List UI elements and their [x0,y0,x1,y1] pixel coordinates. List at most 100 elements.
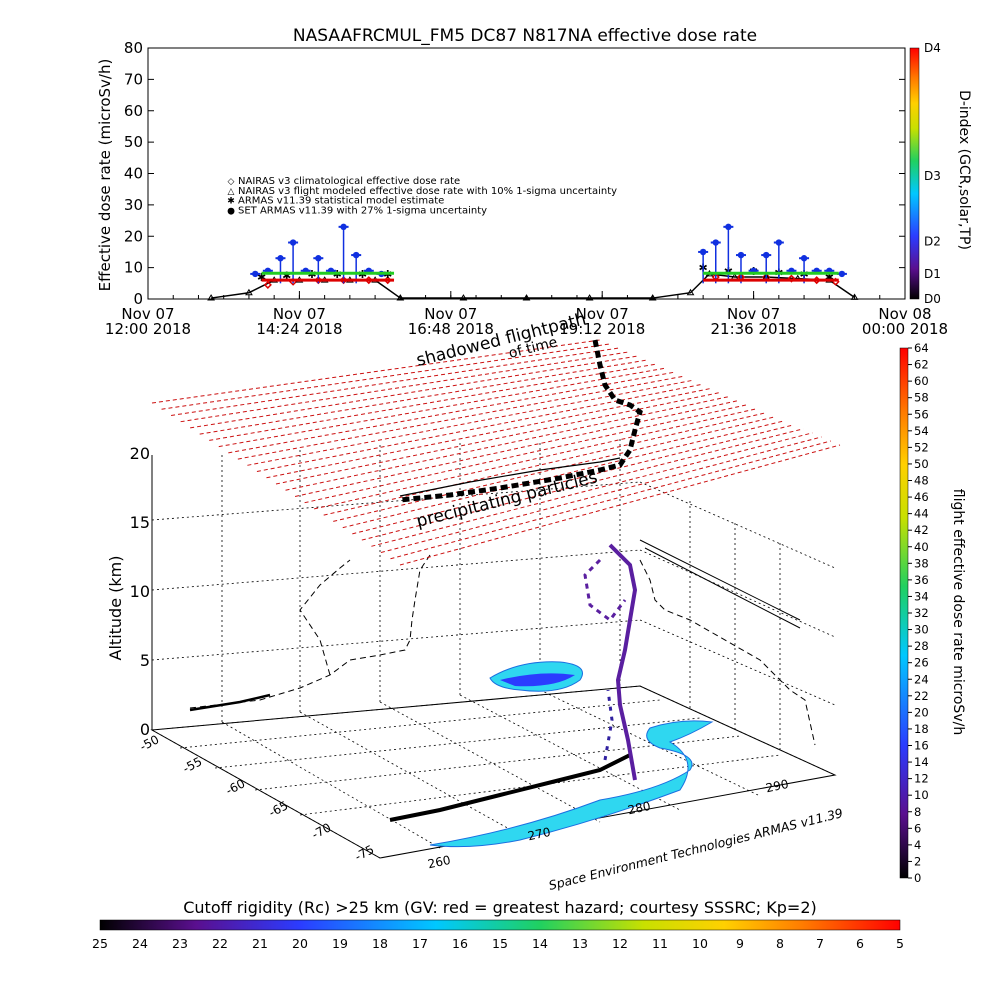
right-colorbar-tick-label: 58 [914,391,929,405]
bottom-colorbar-tick-label: 14 [532,936,548,951]
right-colorbar-tick-label: 18 [914,722,929,736]
right-colorbar-tick-label: 8 [914,805,921,819]
x-tick-label-line2: 21:36 2018 [711,320,797,338]
altitude-plane-line [256,383,702,473]
x-tick-label-line1: Nov 07 [273,305,326,323]
data-point: ✱ [825,271,834,284]
right-colorbar-tick-label: 48 [914,474,929,488]
right-colorbar-tick-label: 14 [914,755,929,769]
y-axis-ticks: 0 10 20 30 40 50 60 70 80 [124,39,905,308]
right-colorbar-tick-label: 0 [914,871,921,885]
right-colorbar-tick-label: 62 [914,358,929,372]
chart-title: NASAAFRCMUL_FM5 DC87 N817NA effective do… [293,26,757,46]
right-colorbar-tick-label: 26 [914,656,929,670]
altitude-plane-line [161,343,610,410]
data-point [459,294,468,301]
altitude-tick-label: 20 [130,444,150,463]
data-point [263,280,272,289]
bottom-colorbar-tick-label: 6 [856,936,864,951]
data-point [396,294,405,301]
bottom-colorbar-tick-label: 21 [252,936,268,951]
right-colorbar-tick-label: 24 [914,672,929,686]
altitude-tick-label: 5 [140,651,150,670]
bottom-colorbar-tick-label: 9 [736,936,744,951]
right-colorbar-tick-label: 32 [914,606,929,620]
x-tick-label-line1: Nov 07 [424,305,477,323]
y-tick-label: 50 [124,133,143,151]
data-point: ✱ [282,269,291,282]
dindex-ticks: D0 D1 D2 D3 D4 [924,41,941,306]
bottom-colorbar-ticks: 25 24 23 22 21 20 19 18 17 16 15 14 13 12 11 10 9 8 7 6 5 [92,936,904,951]
y-axis-label: Effective dose rate (microSv/h) [96,59,114,292]
x-tick-label-line1: Nov 07 [121,305,174,323]
bottom-colorbar-tick-label: 12 [612,936,628,951]
legend-symbol: ● [227,206,235,216]
altitude-plane-line [294,400,739,497]
altitude-tick-label: 10 [130,582,150,601]
data-point [686,288,695,296]
right-colorbar-tick-label: 42 [914,523,929,537]
legend-symbol: △ [228,187,235,197]
data-point [585,294,594,301]
x-tick-label-line2: 12:00 2018 [105,320,191,338]
floor-outline [150,685,837,859]
bottom-colorbar-tick-label: 8 [776,936,784,951]
altitude-plane-line [190,355,638,429]
x-tick-label-line2: 19:12 2018 [559,320,645,338]
dindex-tick-label: D3 [924,169,941,183]
right-colorbar-tick-label: 36 [914,573,929,587]
y-tick-label: 10 [124,259,143,277]
dindex-colorbar [909,47,920,300]
flightpath-3d [583,543,638,781]
latitude-tick-label: -65 [267,798,291,820]
y-tick-label: 80 [124,39,143,57]
latitude-ticks: -50-55-60-65-70-75 [138,732,377,864]
y-tick-label: 60 [124,102,143,120]
right-colorbar-tick-label: 56 [914,407,929,421]
altitude-plane-line [342,420,785,529]
right-colorbar-tick-label: 22 [914,689,929,703]
top-chart: NASAAFRCMUL_FM5 DC87 N817NA effective do… [96,26,972,338]
data-series: ✱✱✱✱✱✱✱✱✱✱✱✱ [207,223,859,301]
right-colorbar-tick-label: 30 [914,623,929,637]
right-colorbar-tick-label: 50 [914,457,929,471]
longitude-tick-label: 290 [765,777,790,795]
bottom-colorbar-label: Cutoff rigidity (Rc) >25 km (GV: red = g… [183,898,817,917]
altitude-plane-line [237,375,684,460]
right-colorbar-tick-label: 64 [914,341,929,355]
legend-symbol: ✱ [227,197,235,207]
latitude-tick-label: -70 [310,820,334,842]
right-colorbar-tick-label: 20 [914,705,929,719]
altitude-plane-line [304,404,748,504]
cutoff-rigidity-map [429,661,714,848]
bottom-colorbar-tick-label: 7 [816,936,824,951]
bottom-colorbar-tick-label: 23 [172,936,188,951]
bottom-colorbar-tick-label: 18 [372,936,388,951]
dindex-label: D-index (GCR,solar,TP) [956,90,972,250]
right-colorbar-tick-label: 38 [914,556,929,570]
bottom-colorbar-tick-label: 17 [412,936,428,951]
altitude-plane [151,339,841,566]
altitude-plane-line [333,416,776,522]
bottom-colorbar-tick-label: 13 [572,936,588,951]
altitude-plane-line [399,444,841,566]
bottom-colorbar-tick-label: 19 [332,936,348,951]
altitude-plane-line [228,371,674,454]
legend-text: ARMAS v11.39 statistical model estimate [238,196,444,207]
longitude-tick-label: 260 [427,853,452,871]
altitude-plane-line [209,363,656,441]
right-colorbar-tick-label: 4 [914,838,921,852]
altitude-plane-line [266,387,711,479]
right-colorbar-tick-label: 34 [914,589,929,603]
longitude-tick-label: 280 [627,799,652,817]
altitude-plane-line [390,440,831,560]
data-point [648,294,657,301]
legend-text: NAIRAS v3 climatological effective dose … [238,176,460,187]
bottom-colorbar-tick-label: 20 [292,936,308,951]
series-triangle [207,269,859,301]
latitude-tick-label: -60 [224,776,248,798]
bottom-colorbar-tick-label: 11 [652,936,668,951]
